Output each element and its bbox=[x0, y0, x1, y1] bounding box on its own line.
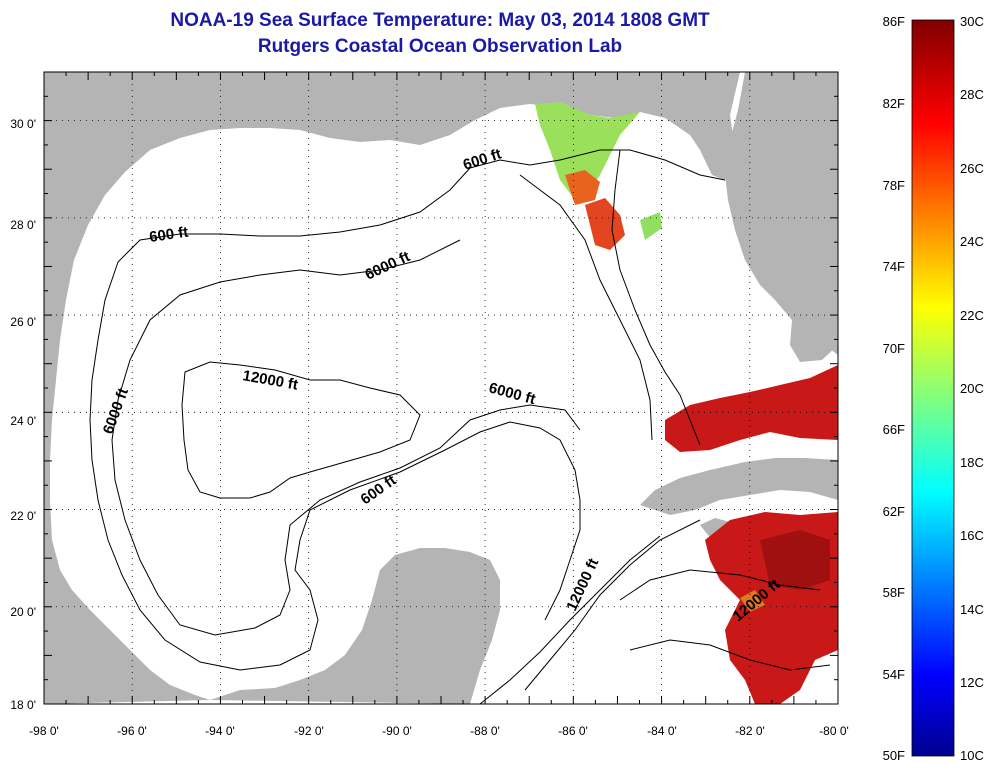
y-tick-label: 18 0' bbox=[10, 698, 36, 712]
colorbar-c-labels: 30C 28C 26C 24C 22C 20C 18C 16C 14C 12C … bbox=[960, 14, 984, 763]
graticule-grid bbox=[44, 72, 838, 704]
land-yucatan bbox=[210, 548, 500, 704]
colorbar-c-label: 12C bbox=[960, 675, 984, 690]
x-tick-label: -90 0' bbox=[382, 724, 412, 738]
x-axis-labels: -98 0' -96 0' -94 0' -92 0' -90 0' -88 0… bbox=[29, 724, 849, 738]
colorbar-f-label: 82F bbox=[883, 96, 905, 111]
colorbar-c-label: 24C bbox=[960, 234, 984, 249]
land-us-mexico-coast bbox=[44, 72, 740, 704]
x-tick-label: -84 0' bbox=[647, 724, 677, 738]
colorbar-c-label: 10C bbox=[960, 748, 984, 763]
colorbar-c-label: 22C bbox=[960, 308, 984, 323]
contour-600ft-shelf bbox=[89, 149, 726, 671]
colorbar-f-label: 74F bbox=[883, 259, 905, 274]
x-tick-label: -86 0' bbox=[558, 724, 588, 738]
colorbar-f-label: 54F bbox=[883, 667, 905, 682]
y-tick-label: 22 0' bbox=[10, 509, 36, 523]
contour-12000ft-deep bbox=[181, 361, 421, 499]
colorbar-c-label: 16C bbox=[960, 528, 984, 543]
sst-swath-big-bend bbox=[585, 198, 625, 250]
colorbar-f-label: 66F bbox=[883, 422, 905, 437]
colorbar-f-labels: 86F 82F 78F 74F 70F 66F 62F 58F 54F 50F bbox=[883, 14, 905, 763]
y-tick-label: 24 0' bbox=[10, 414, 36, 428]
colorbar-f-label: 50F bbox=[883, 748, 905, 763]
sst-swath-big-bend-green bbox=[640, 212, 662, 240]
map-subtitle: Rutgers Coastal Ocean Observation Lab bbox=[257, 36, 623, 57]
colorbar-f-label: 58F bbox=[883, 585, 905, 600]
contour-east-caribbean bbox=[479, 519, 831, 704]
colorbar-f-label: 62F bbox=[883, 504, 905, 519]
temperature-colorbar bbox=[911, 19, 955, 757]
land-florida bbox=[725, 72, 838, 362]
colorbar-c-label: 26C bbox=[960, 161, 984, 176]
colorbar-c-label: 14C bbox=[960, 602, 984, 617]
colorbar-c-label: 30C bbox=[960, 14, 984, 29]
map-layers: 600 ft 6000 ft 600 ft 12000 ft 6000 ft 6… bbox=[44, 72, 838, 704]
x-tick-label: -92 0' bbox=[294, 724, 324, 738]
colorbar-f-label: 86F bbox=[883, 14, 905, 29]
sst-florida-straits bbox=[665, 365, 838, 452]
sst-swath-warm-patch bbox=[565, 170, 600, 205]
colorbar-c-label: 28C bbox=[960, 87, 984, 102]
map-title: NOAA-19 Sea Surface Temperature: May 03,… bbox=[170, 10, 710, 31]
y-tick-label: 26 0' bbox=[10, 315, 36, 329]
x-tick-label: -94 0' bbox=[205, 724, 235, 738]
x-tick-label: -80 0' bbox=[819, 724, 849, 738]
contour-6000ft-basin bbox=[111, 149, 701, 636]
contour-label: 600 ft bbox=[148, 224, 189, 246]
colorbar-c-label: 18C bbox=[960, 455, 984, 470]
colorbar-f-label: 78F bbox=[883, 178, 905, 193]
land-cuba bbox=[640, 458, 838, 515]
colorbar-c-label: 20C bbox=[960, 381, 984, 396]
y-tick-label: 20 0' bbox=[10, 605, 36, 619]
colorbar-f-label: 70F bbox=[883, 341, 905, 356]
x-tick-label: -82 0' bbox=[735, 724, 765, 738]
x-tick-label: -88 0' bbox=[470, 724, 500, 738]
y-axis-labels: 30 0' 28 0' 26 0' 24 0' 22 0' 20 0' 18 0… bbox=[10, 117, 36, 712]
x-tick-label: -96 0' bbox=[117, 724, 147, 738]
y-tick-label: 28 0' bbox=[10, 218, 36, 232]
y-tick-label: 30 0' bbox=[10, 117, 36, 131]
sst-caribbean-dark bbox=[760, 530, 830, 590]
axis-ticks bbox=[43, 71, 839, 705]
x-tick-label: -98 0' bbox=[29, 724, 59, 738]
sst-swath-florida-panhandle bbox=[535, 102, 640, 200]
